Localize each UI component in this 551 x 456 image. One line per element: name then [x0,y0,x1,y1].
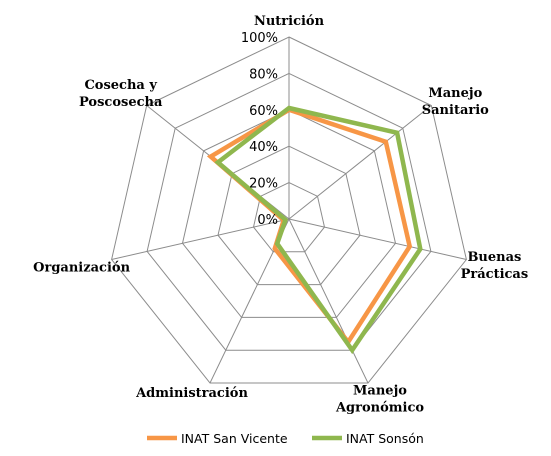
tick-label: 20% [249,177,278,192]
grid-ring [111,36,467,384]
category-label: Buenas Prácticas [461,250,529,282]
category-label: Manejo Sanitario [422,86,489,118]
legend-label: INAT San Vicente [181,431,288,446]
tick-label: 60% [249,104,278,119]
radar-tick-labels: 0% 20% 40% 60% 80% 100% [241,31,278,228]
grid-spoke [288,218,467,260]
tick-label: 0% [257,213,278,228]
tick-label: 100% [241,31,278,46]
grid-spoke [111,218,290,260]
category-label: Nutrición [254,14,325,29]
radar-series [206,105,423,355]
chart-legend: INAT San Vicente INAT Sonsón [147,431,424,446]
category-label: Manejo Agronómico [335,384,424,416]
category-label: Administración [135,386,248,401]
grid-ring [146,72,432,351]
grid-spoke [288,105,432,220]
grid-spoke [288,218,369,384]
series-line-2 [214,105,423,355]
grid-ring [181,109,397,318]
tick-label: 40% [249,140,278,155]
radar-category-labels: Nutrición Manejo Sanitario Buenas Prácticas M… [33,14,528,416]
category-label: Organización [33,261,130,276]
radar-grid [111,36,467,384]
category-label: Cosecha y Poscosecha [79,78,163,110]
tick-label: 80% [249,67,278,82]
legend-label: INAT Sonsón [346,431,424,446]
grid-ring [217,145,361,286]
